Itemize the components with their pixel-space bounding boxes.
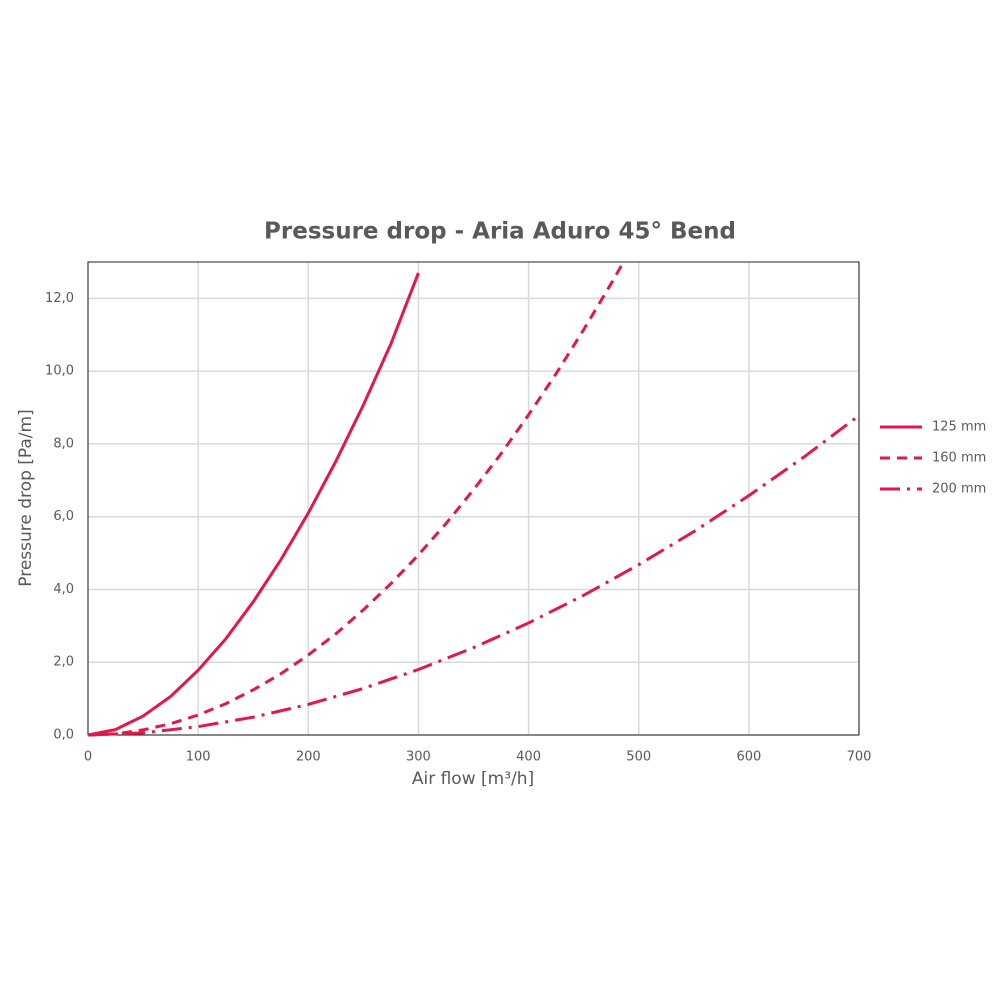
legend-label: 125 mm — [932, 420, 986, 435]
y-tick-label: 12,0 — [45, 291, 74, 306]
plot-frame — [87, 261, 860, 736]
x-tick-label: 300 — [406, 750, 431, 765]
y-tick-label: 2,0 — [53, 655, 74, 670]
x-tick-label: 100 — [186, 750, 211, 765]
x-axis-label: Air flow [m³/h] — [412, 769, 534, 789]
y-tick-label: 4,0 — [53, 582, 74, 597]
grid — [87, 262, 860, 736]
legend-label: 160 mm — [932, 451, 986, 466]
x-tick-label: 600 — [736, 750, 761, 765]
x-tick-label: 200 — [296, 750, 321, 765]
data-line — [87, 261, 625, 737]
x-tick-label: 500 — [626, 750, 651, 765]
x-tick-label: 700 — [847, 750, 872, 765]
y-tick-label: 6,0 — [53, 509, 74, 524]
legend-label: 200 mm — [932, 482, 986, 497]
y-tick-label: 10,0 — [45, 364, 74, 379]
data-line — [87, 272, 420, 737]
y-tick-label: 0,0 — [53, 728, 74, 743]
chart-title: Pressure drop - Aria Aduro 45° Bend — [264, 219, 736, 245]
y-axis-label: Pressure drop [Pa/m] — [16, 409, 36, 586]
x-tick-label: 0 — [84, 750, 92, 765]
x-tick-label: 400 — [516, 750, 541, 765]
data-line — [87, 414, 860, 737]
y-tick-label: 8,0 — [53, 436, 74, 451]
